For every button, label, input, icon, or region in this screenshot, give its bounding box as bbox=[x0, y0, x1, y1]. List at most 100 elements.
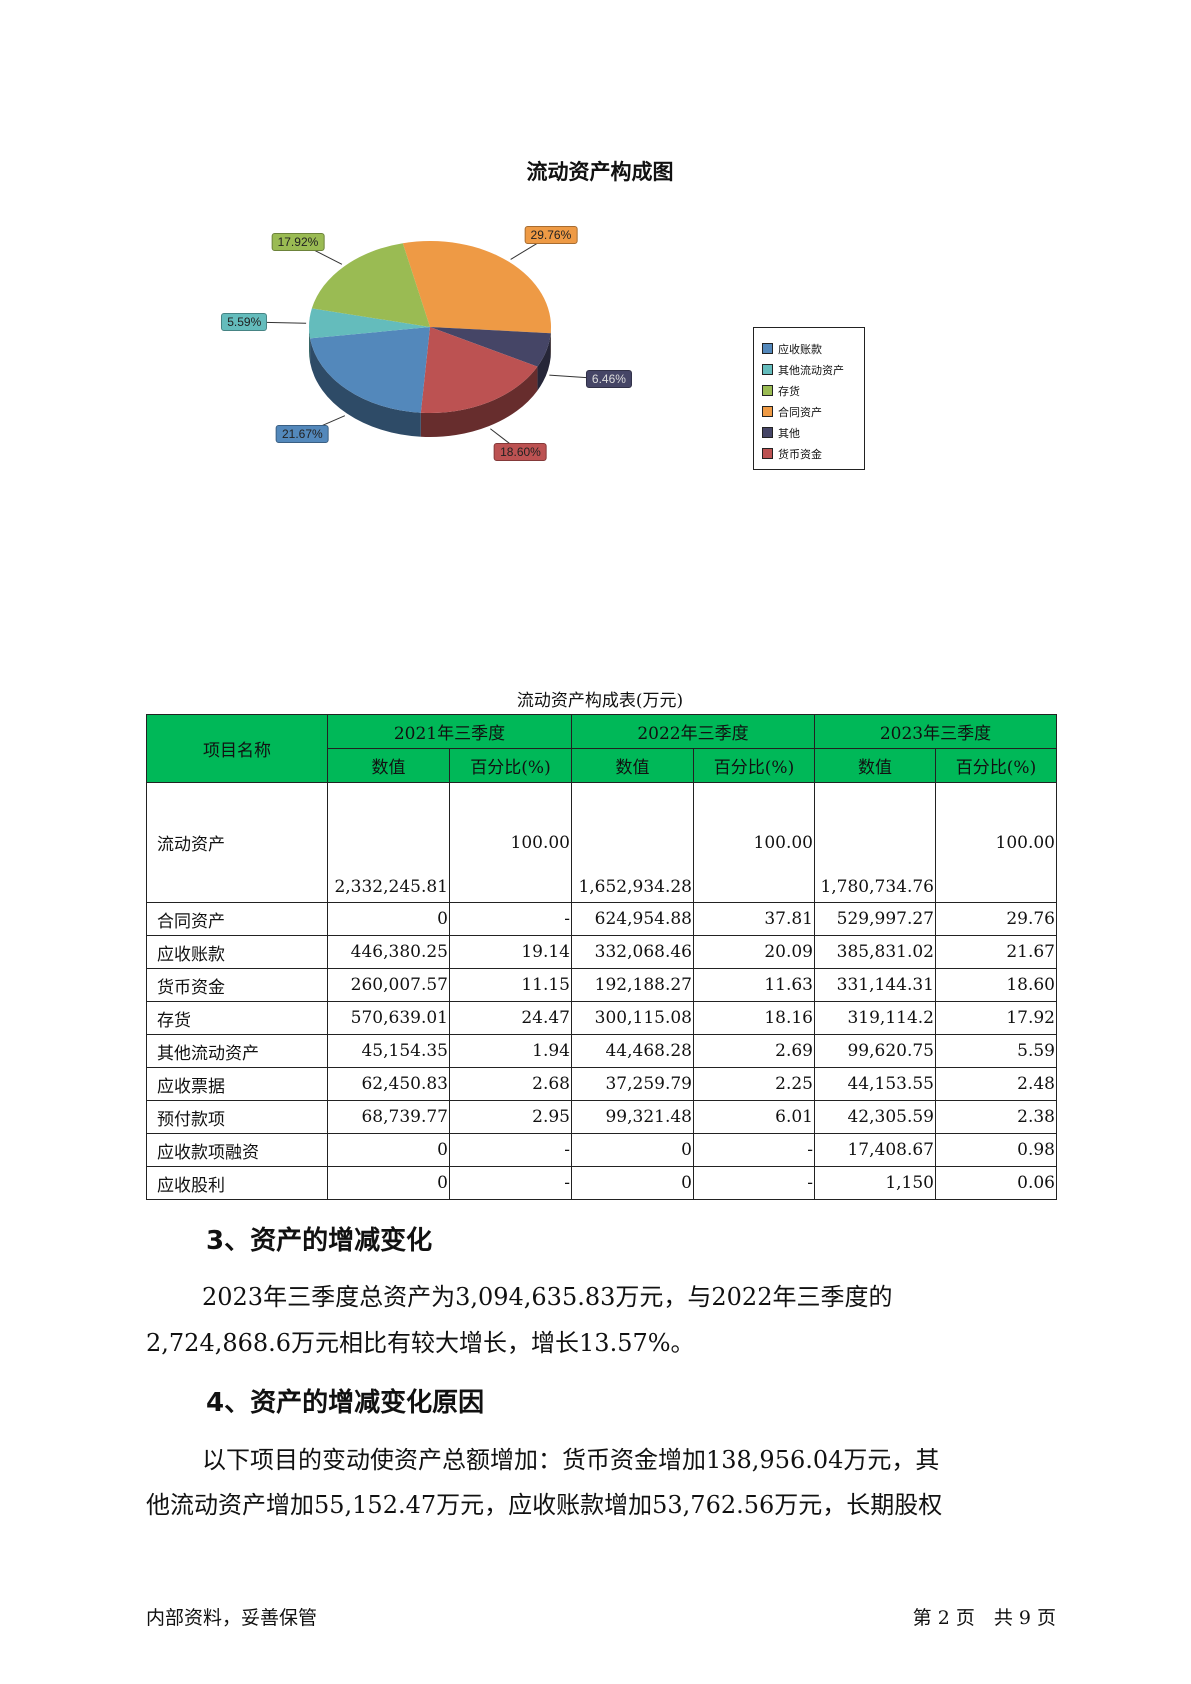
pie-chart bbox=[244, 234, 609, 453]
cell-value: 332,068.46 bbox=[571, 935, 694, 969]
cell-value: 37.81 bbox=[693, 902, 815, 936]
cell-value: 24.47 bbox=[449, 1001, 572, 1035]
section-3-heading: 3、资产的增减变化 bbox=[206, 1226, 433, 1256]
section-4-line-1: 以下项目的变动使资产总额增加：货币资金增加138,956.04万元，其 bbox=[202, 1446, 940, 1474]
pie-slice bbox=[430, 327, 551, 367]
header-item-name: 项目名称 bbox=[146, 714, 328, 783]
footer-left: 内部资料，妥善保管 bbox=[146, 1607, 318, 1629]
cell-value: 37,259.79 bbox=[571, 1067, 694, 1101]
chart-title: 流动资产构成图 bbox=[526, 160, 674, 184]
row-label: 应收股利 bbox=[146, 1166, 328, 1200]
cell-value: 99,321.48 bbox=[571, 1100, 694, 1134]
cell-value: 5.59 bbox=[935, 1034, 1057, 1068]
header-value: 数值 bbox=[571, 748, 694, 783]
cell-value: 0 bbox=[327, 1166, 450, 1200]
cell-value: 18.16 bbox=[693, 1001, 815, 1035]
section-4-line-2: 他流动资产增加55,152.47万元，应收账款增加53,762.56万元，长期股… bbox=[146, 1491, 943, 1519]
cell-value: 100.00 bbox=[449, 782, 572, 903]
legend-item: 合同资产 bbox=[762, 401, 864, 422]
cell-value: 0 bbox=[571, 1133, 694, 1167]
legend-label: 其他流动资产 bbox=[778, 363, 844, 377]
pie-data-label: 29.76% bbox=[524, 226, 578, 245]
cell-value: 6.01 bbox=[693, 1100, 815, 1134]
table-row: 应收股利 0-0-1,150 0.06 bbox=[146, 1166, 1057, 1200]
cell-value: 300,115.08 bbox=[571, 1001, 694, 1035]
cell-value: 44,468.28 bbox=[571, 1034, 694, 1068]
cell-value: 1,150 bbox=[814, 1166, 936, 1200]
header-percent: 百分比(%) bbox=[449, 748, 572, 783]
legend-swatch bbox=[762, 406, 773, 417]
cell-value: 100.00 bbox=[693, 782, 815, 903]
pie-data-label: 21.67% bbox=[275, 425, 329, 444]
cell-value: 17.92 bbox=[935, 1001, 1057, 1035]
cell-value: - bbox=[693, 1133, 815, 1167]
cell-value: 385,831.02 bbox=[814, 935, 936, 969]
legend-label: 合同资产 bbox=[778, 405, 822, 419]
pie-slice bbox=[311, 243, 430, 327]
cell-value: 331,144.31 bbox=[814, 968, 936, 1002]
cell-value: 624,954.88 bbox=[571, 902, 694, 936]
cell-value: 62,450.83 bbox=[327, 1067, 450, 1101]
table-row: 应收票据 62,450.83 2.68 37,259.79 2.25 44,153.55 2… bbox=[146, 1067, 1057, 1101]
cell-value: 2.38 bbox=[935, 1100, 1057, 1134]
section-4-heading: 4、资产的增减变化原因 bbox=[206, 1388, 485, 1418]
cell-value: 0.06 bbox=[935, 1166, 1057, 1200]
cell-value: - bbox=[449, 1133, 572, 1167]
header-value: 数值 bbox=[814, 748, 936, 783]
cell-value: 1,652,934.28 bbox=[571, 782, 694, 903]
cell-value: 2.68 bbox=[449, 1067, 572, 1101]
header-period: 2023年三季度 bbox=[814, 714, 1057, 749]
header-period: 2022年三季度 bbox=[571, 714, 815, 749]
pie-side-2 bbox=[420, 366, 538, 438]
legend-swatch bbox=[762, 427, 773, 438]
legend-item: 货币资金 bbox=[762, 443, 864, 464]
legend-label: 货币资金 bbox=[778, 447, 822, 461]
cell-value: 11.15 bbox=[449, 968, 572, 1002]
row-label: 流动资产 bbox=[146, 782, 328, 903]
cell-value: 21.67 bbox=[935, 935, 1057, 969]
cell-value: 192,188.27 bbox=[571, 968, 694, 1002]
cell-value: 18.60 bbox=[935, 968, 1057, 1002]
current-assets-table: 项目名称 2021年三季度 2022年三季度 2023年三季度 数值 百分比(%… bbox=[146, 714, 1057, 1200]
cell-value: 45,154.35 bbox=[327, 1034, 450, 1068]
cell-value: 100.00 bbox=[935, 782, 1057, 903]
table-row: 其他流动资产 45,154.35 1.94 44,468.28 2.69 99,620.7… bbox=[146, 1034, 1057, 1068]
row-label: 应收款项融资 bbox=[146, 1133, 328, 1167]
cell-value: 529,997.27 bbox=[814, 902, 936, 936]
legend-item: 其他 bbox=[762, 422, 864, 443]
pie-slice bbox=[309, 308, 430, 339]
header-period: 2021年三季度 bbox=[327, 714, 572, 749]
legend-swatch bbox=[762, 448, 773, 459]
cell-value: 319,114.2 bbox=[814, 1001, 936, 1035]
cell-value: 446,380.25 bbox=[327, 935, 450, 969]
pie-data-label: 5.59% bbox=[221, 312, 268, 331]
cell-value: 0 bbox=[571, 1166, 694, 1200]
cell-value: 17,408.67 bbox=[814, 1133, 936, 1167]
row-label: 货币资金 bbox=[146, 968, 328, 1002]
cell-value: 0.98 bbox=[935, 1133, 1057, 1167]
row-label: 应收账款 bbox=[146, 935, 328, 969]
cell-value: 29.76 bbox=[935, 902, 1057, 936]
table-row: 流动资产 2,332,245.81 100.00 1,652,934.28 100.00… bbox=[146, 782, 1057, 903]
row-label: 合同资产 bbox=[146, 902, 328, 936]
legend-label: 应收账款 bbox=[778, 342, 822, 356]
row-label: 预付款项 bbox=[146, 1100, 328, 1134]
cell-value: 260,007.57 bbox=[327, 968, 450, 1002]
pie-side-4 bbox=[309, 327, 311, 363]
cell-value: 0 bbox=[327, 902, 450, 936]
pie-data-label: 18.60% bbox=[494, 442, 547, 461]
pie-slice bbox=[420, 327, 538, 414]
pie-slice bbox=[310, 327, 430, 413]
legend-swatch bbox=[762, 343, 773, 354]
cell-value: 20.09 bbox=[693, 935, 815, 969]
cell-value: 42,305.59 bbox=[814, 1100, 936, 1134]
cell-value: 2.48 bbox=[935, 1067, 1057, 1101]
table-row: 货币资金 260,007.57 11.15 192,188.27 11.63 331,14… bbox=[146, 968, 1057, 1002]
row-label: 其他流动资产 bbox=[146, 1034, 328, 1068]
footer-page-number: 第 2 页 共 9 页 bbox=[912, 1607, 1056, 1629]
table-row: 合同资产 0-624,954.88 37.81 529,997.27 29.76 bbox=[146, 902, 1057, 936]
cell-value: 1,780,734.76 bbox=[814, 782, 936, 903]
cell-value: 99,620.75 bbox=[814, 1034, 936, 1068]
row-label: 存货 bbox=[146, 1001, 328, 1035]
